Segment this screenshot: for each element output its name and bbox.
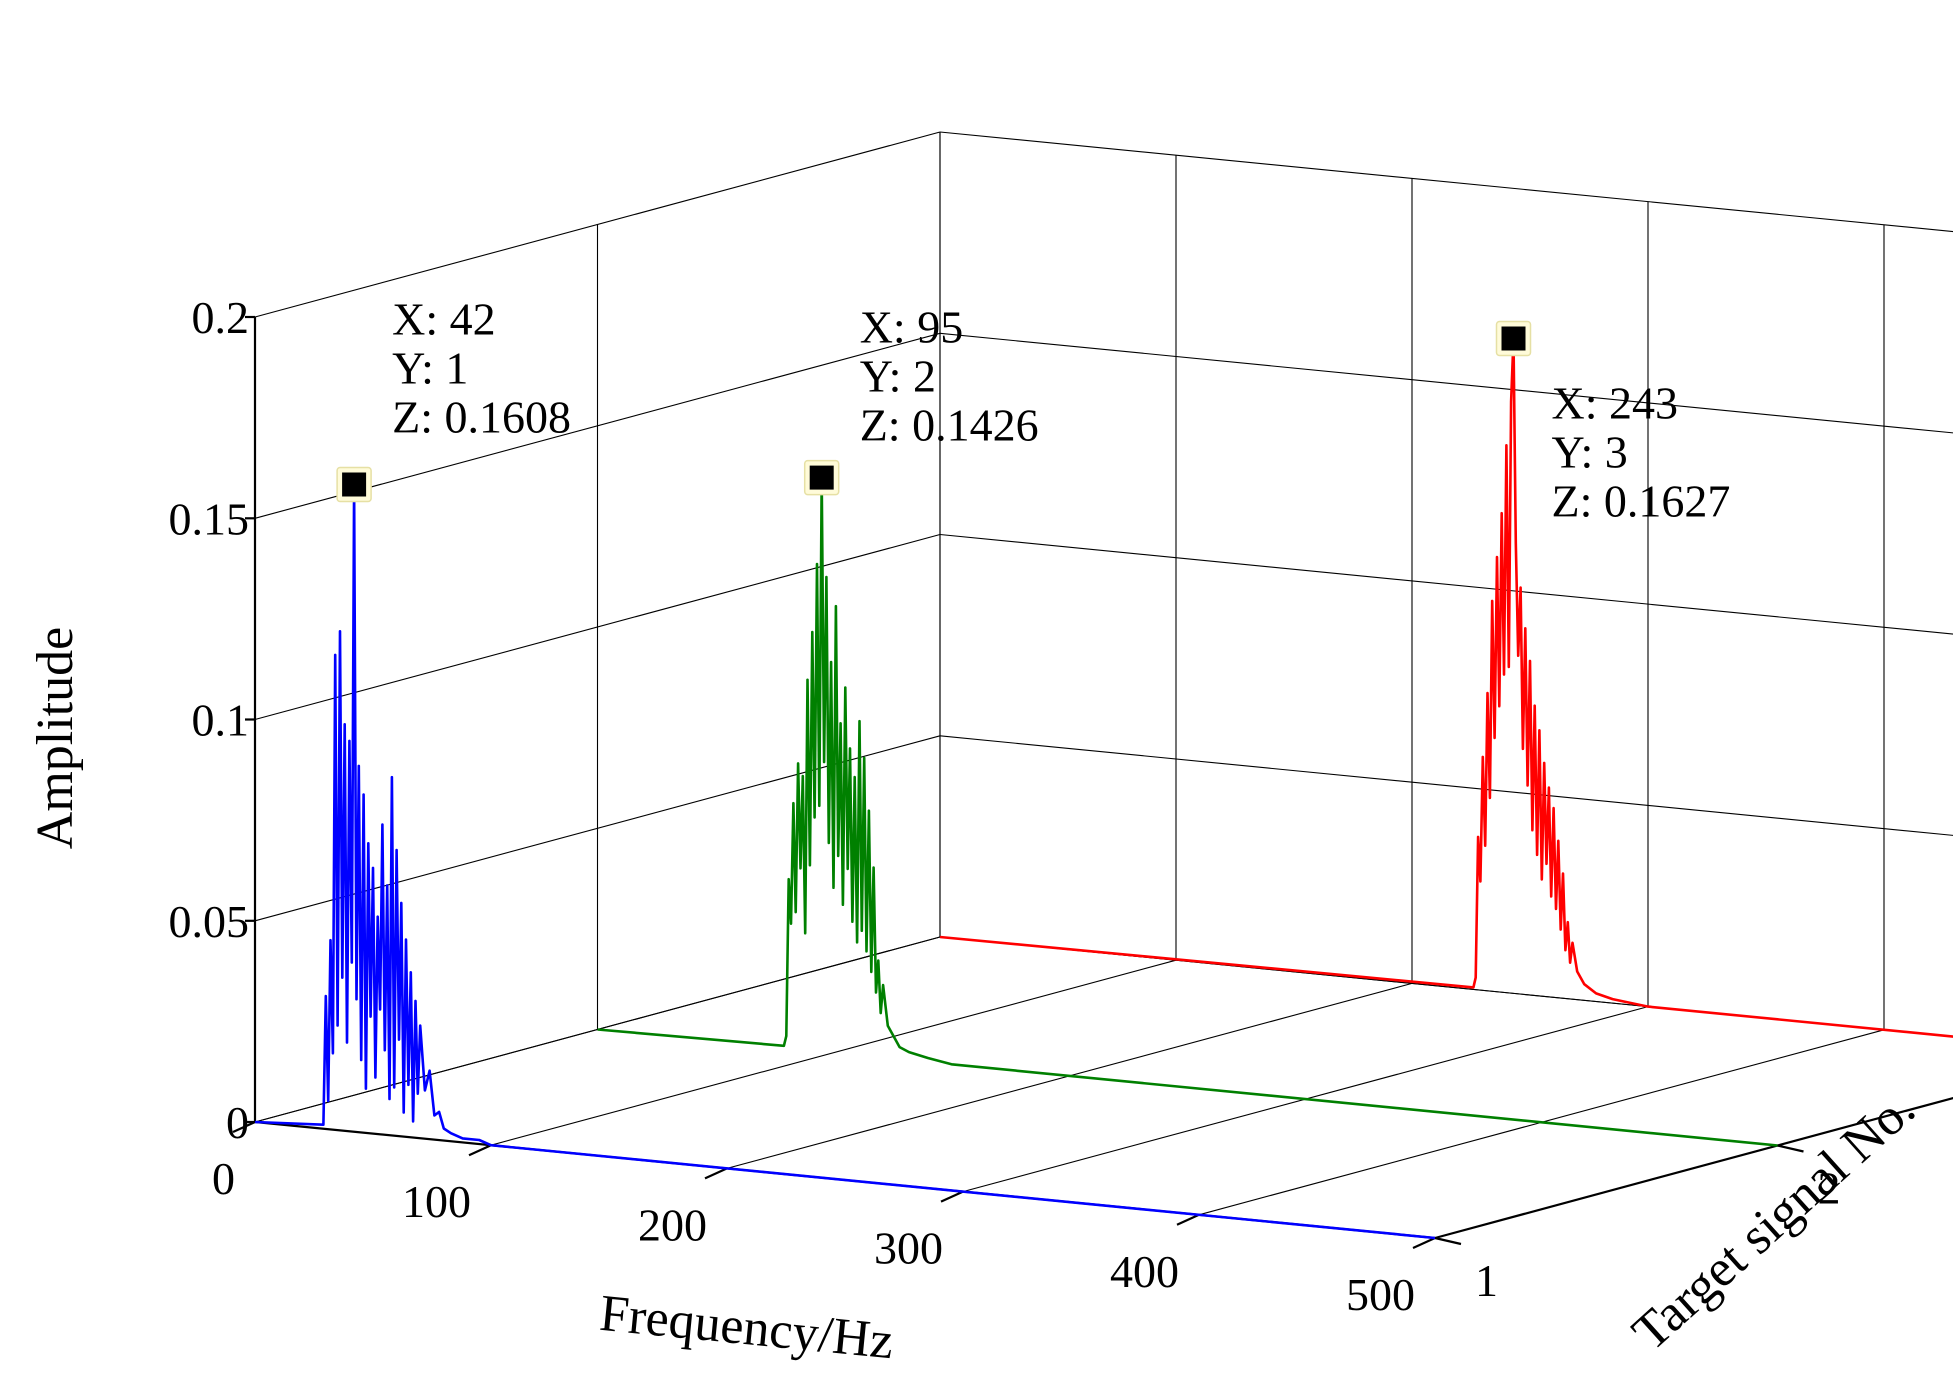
- y-tick-1: [1777, 1144, 1804, 1153]
- back-wall-grid-z-0.1: [939, 533, 1953, 635]
- z-axis-title: Amplitude: [27, 627, 84, 849]
- x-tick-0: [232, 1120, 256, 1134]
- series-line-1: [254, 483, 1436, 1240]
- marker-layer: [336, 320, 1532, 503]
- z-tick-label-4: 0.2: [192, 292, 250, 343]
- y-tick-0: [1434, 1236, 1462, 1246]
- x-tick-label-5: 500: [1346, 1269, 1415, 1320]
- x-tick-4: [1176, 1213, 1200, 1226]
- x-tick-label-3: 300: [874, 1223, 943, 1274]
- datatip-3-y: Y: 3: [1552, 427, 1628, 478]
- z-tick-label-0: 0: [226, 1097, 249, 1148]
- label-layer: 00.050.10.150.20100200300400500123Amplit…: [27, 292, 1926, 1370]
- x-tick-5: [1412, 1236, 1436, 1250]
- datatip-1-x: X: 42: [392, 294, 496, 345]
- x-tick-label-0: 0: [212, 1153, 235, 1204]
- z-tick-label-1: 0.05: [169, 896, 250, 947]
- datatip-1-z: Z: 0.1608: [392, 392, 571, 443]
- back-wall-grid-z-0.15: [939, 332, 1953, 434]
- side-wall-grid-z-0.1: [254, 533, 941, 721]
- y-tick-label-0: 1: [1475, 1255, 1498, 1306]
- grid-layer: [254, 131, 1953, 1239]
- series-layer: [254, 337, 1953, 1240]
- x-tick-label-1: 100: [402, 1176, 471, 1227]
- y-tick-label-1: 2: [1818, 1163, 1841, 1214]
- y-axis-title: Target signal No.: [1622, 1080, 1926, 1362]
- back-wall-grid-z-0.2: [939, 131, 1953, 233]
- floor-grid-x-100: [490, 959, 1177, 1146]
- peak-marker-3: [1501, 326, 1526, 351]
- x-axis-title: Frequency/Hz: [597, 1285, 896, 1370]
- datatip-3-x: X: 243: [1552, 378, 1679, 429]
- x-tick-1: [468, 1144, 492, 1157]
- axes-layer: [232, 315, 1953, 1250]
- back-wall-grid-z-0.05: [939, 735, 1953, 836]
- x-tick-label-4: 400: [1110, 1246, 1179, 1297]
- z-tick-label-2: 0.1: [192, 695, 250, 746]
- x-tick-3: [940, 1190, 964, 1203]
- series-line-3: [939, 337, 1953, 1038]
- datatip-3-z: Z: 0.1627: [1552, 476, 1731, 527]
- peak-marker-2: [809, 465, 834, 490]
- datatip-1-y: Y: 1: [392, 343, 468, 394]
- floor-edge-back: [939, 936, 1953, 1038]
- series-line-2: [597, 476, 1778, 1147]
- datatip-2-y: Y: 2: [860, 351, 936, 402]
- back-wall-grid-z-0: [939, 936, 1953, 1038]
- z-tick-label-3: 0.15: [169, 493, 250, 544]
- datatip-2-x: X: 95: [860, 302, 964, 353]
- side-wall-grid-z-0.2: [254, 131, 941, 318]
- datatip-2-z: Z: 0.1426: [860, 400, 1039, 451]
- x-tick-label-2: 200: [638, 1199, 707, 1250]
- peak-marker-1: [342, 472, 367, 497]
- x-tick-2: [704, 1167, 728, 1180]
